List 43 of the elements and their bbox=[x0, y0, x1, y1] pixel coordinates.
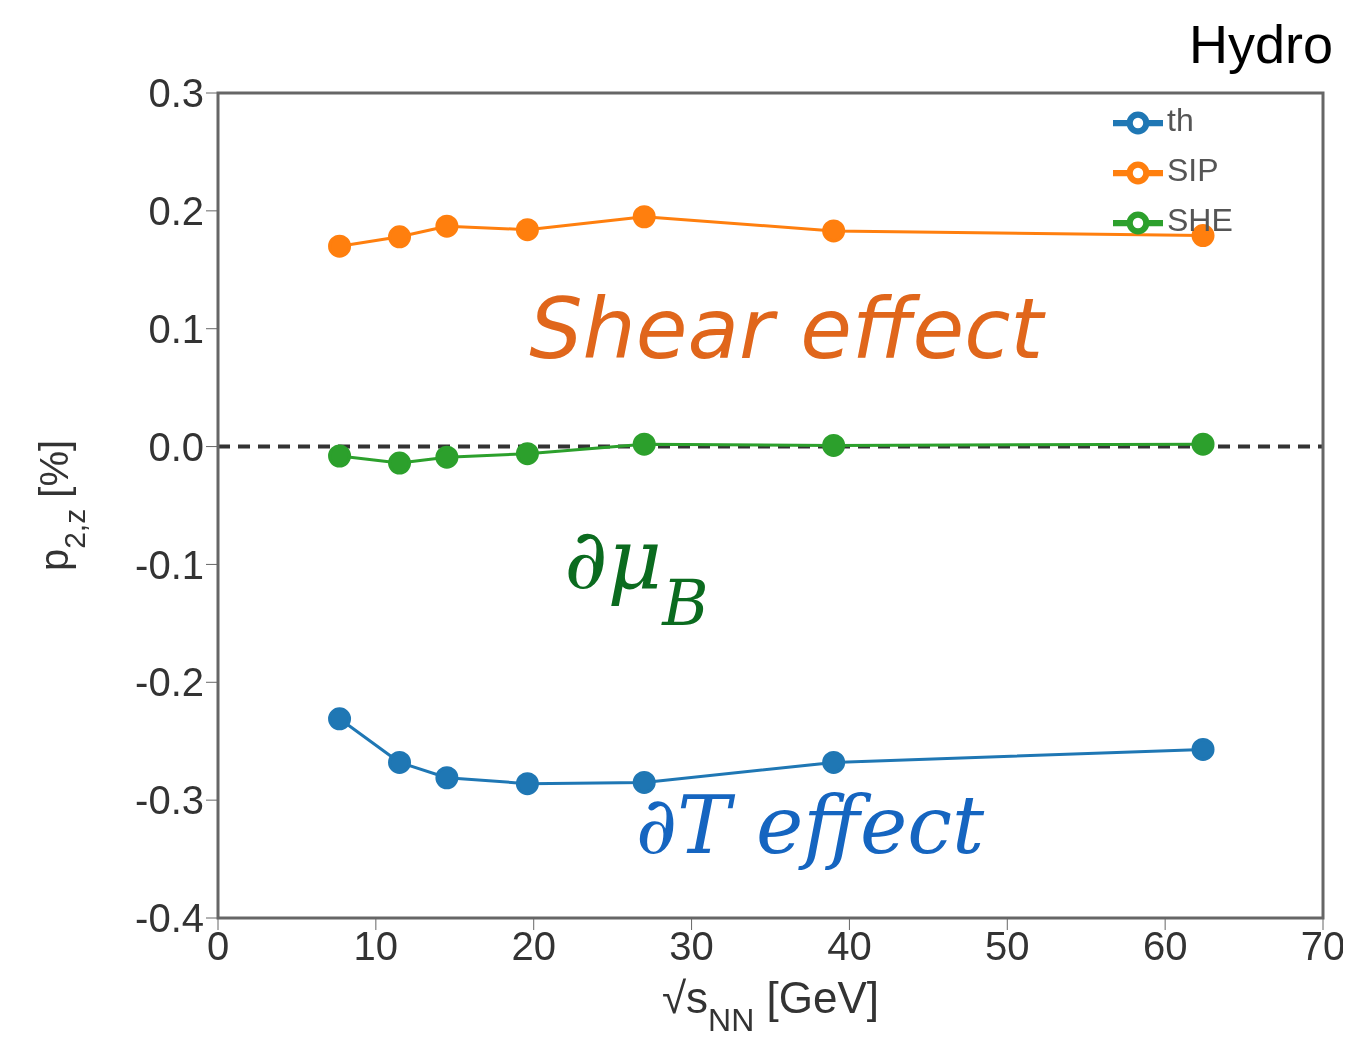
point bbox=[435, 766, 459, 790]
point bbox=[632, 770, 656, 794]
y-tick-label: -0.4 bbox=[135, 896, 204, 941]
point bbox=[515, 442, 539, 466]
point bbox=[632, 432, 656, 456]
point bbox=[435, 445, 459, 469]
point bbox=[328, 234, 352, 258]
x-tick-label: 0 bbox=[206, 924, 230, 969]
y-tick-label: -0.1 bbox=[135, 542, 204, 587]
x-tick-label: 40 bbox=[827, 924, 872, 969]
annotation: ∂T effect bbox=[635, 779, 986, 873]
annotation: ∂μ$_{B}$ bbox=[564, 510, 709, 640]
point bbox=[435, 214, 459, 238]
y-tick-label: 0.3 bbox=[148, 71, 204, 116]
y-tick-label: -0.2 bbox=[135, 660, 204, 705]
point bbox=[632, 205, 656, 229]
x-tick-label: 20 bbox=[511, 924, 556, 969]
x-tick-label: 10 bbox=[353, 924, 399, 969]
point bbox=[328, 707, 352, 731]
legend-label: SHE bbox=[1167, 202, 1233, 239]
legend-label: th bbox=[1167, 102, 1194, 139]
point bbox=[515, 218, 539, 242]
point bbox=[328, 444, 352, 468]
y-tick-label: -0.3 bbox=[135, 778, 204, 823]
x-tick-label: 30 bbox=[669, 924, 714, 969]
y-tick-label: 0.2 bbox=[148, 189, 204, 234]
x-tick-label: 60 bbox=[1142, 924, 1188, 969]
point bbox=[515, 772, 539, 796]
point bbox=[822, 219, 846, 243]
point bbox=[1191, 737, 1215, 761]
point bbox=[1191, 432, 1215, 456]
text: Hydro bbox=[1188, 14, 1333, 74]
x-tick-label: 50 bbox=[985, 924, 1030, 969]
point bbox=[388, 225, 412, 249]
point bbox=[822, 433, 846, 457]
point bbox=[388, 451, 412, 475]
point bbox=[822, 750, 846, 774]
y-tick-label: 0.1 bbox=[148, 306, 204, 351]
point bbox=[388, 750, 412, 774]
x-axis-title: √s$_{NN}$ [GeV] bbox=[661, 973, 880, 1038]
legend-label: SIP bbox=[1167, 152, 1219, 189]
annotation: Shear effect bbox=[529, 280, 1047, 379]
y-tick-label: 0.0 bbox=[148, 424, 204, 469]
